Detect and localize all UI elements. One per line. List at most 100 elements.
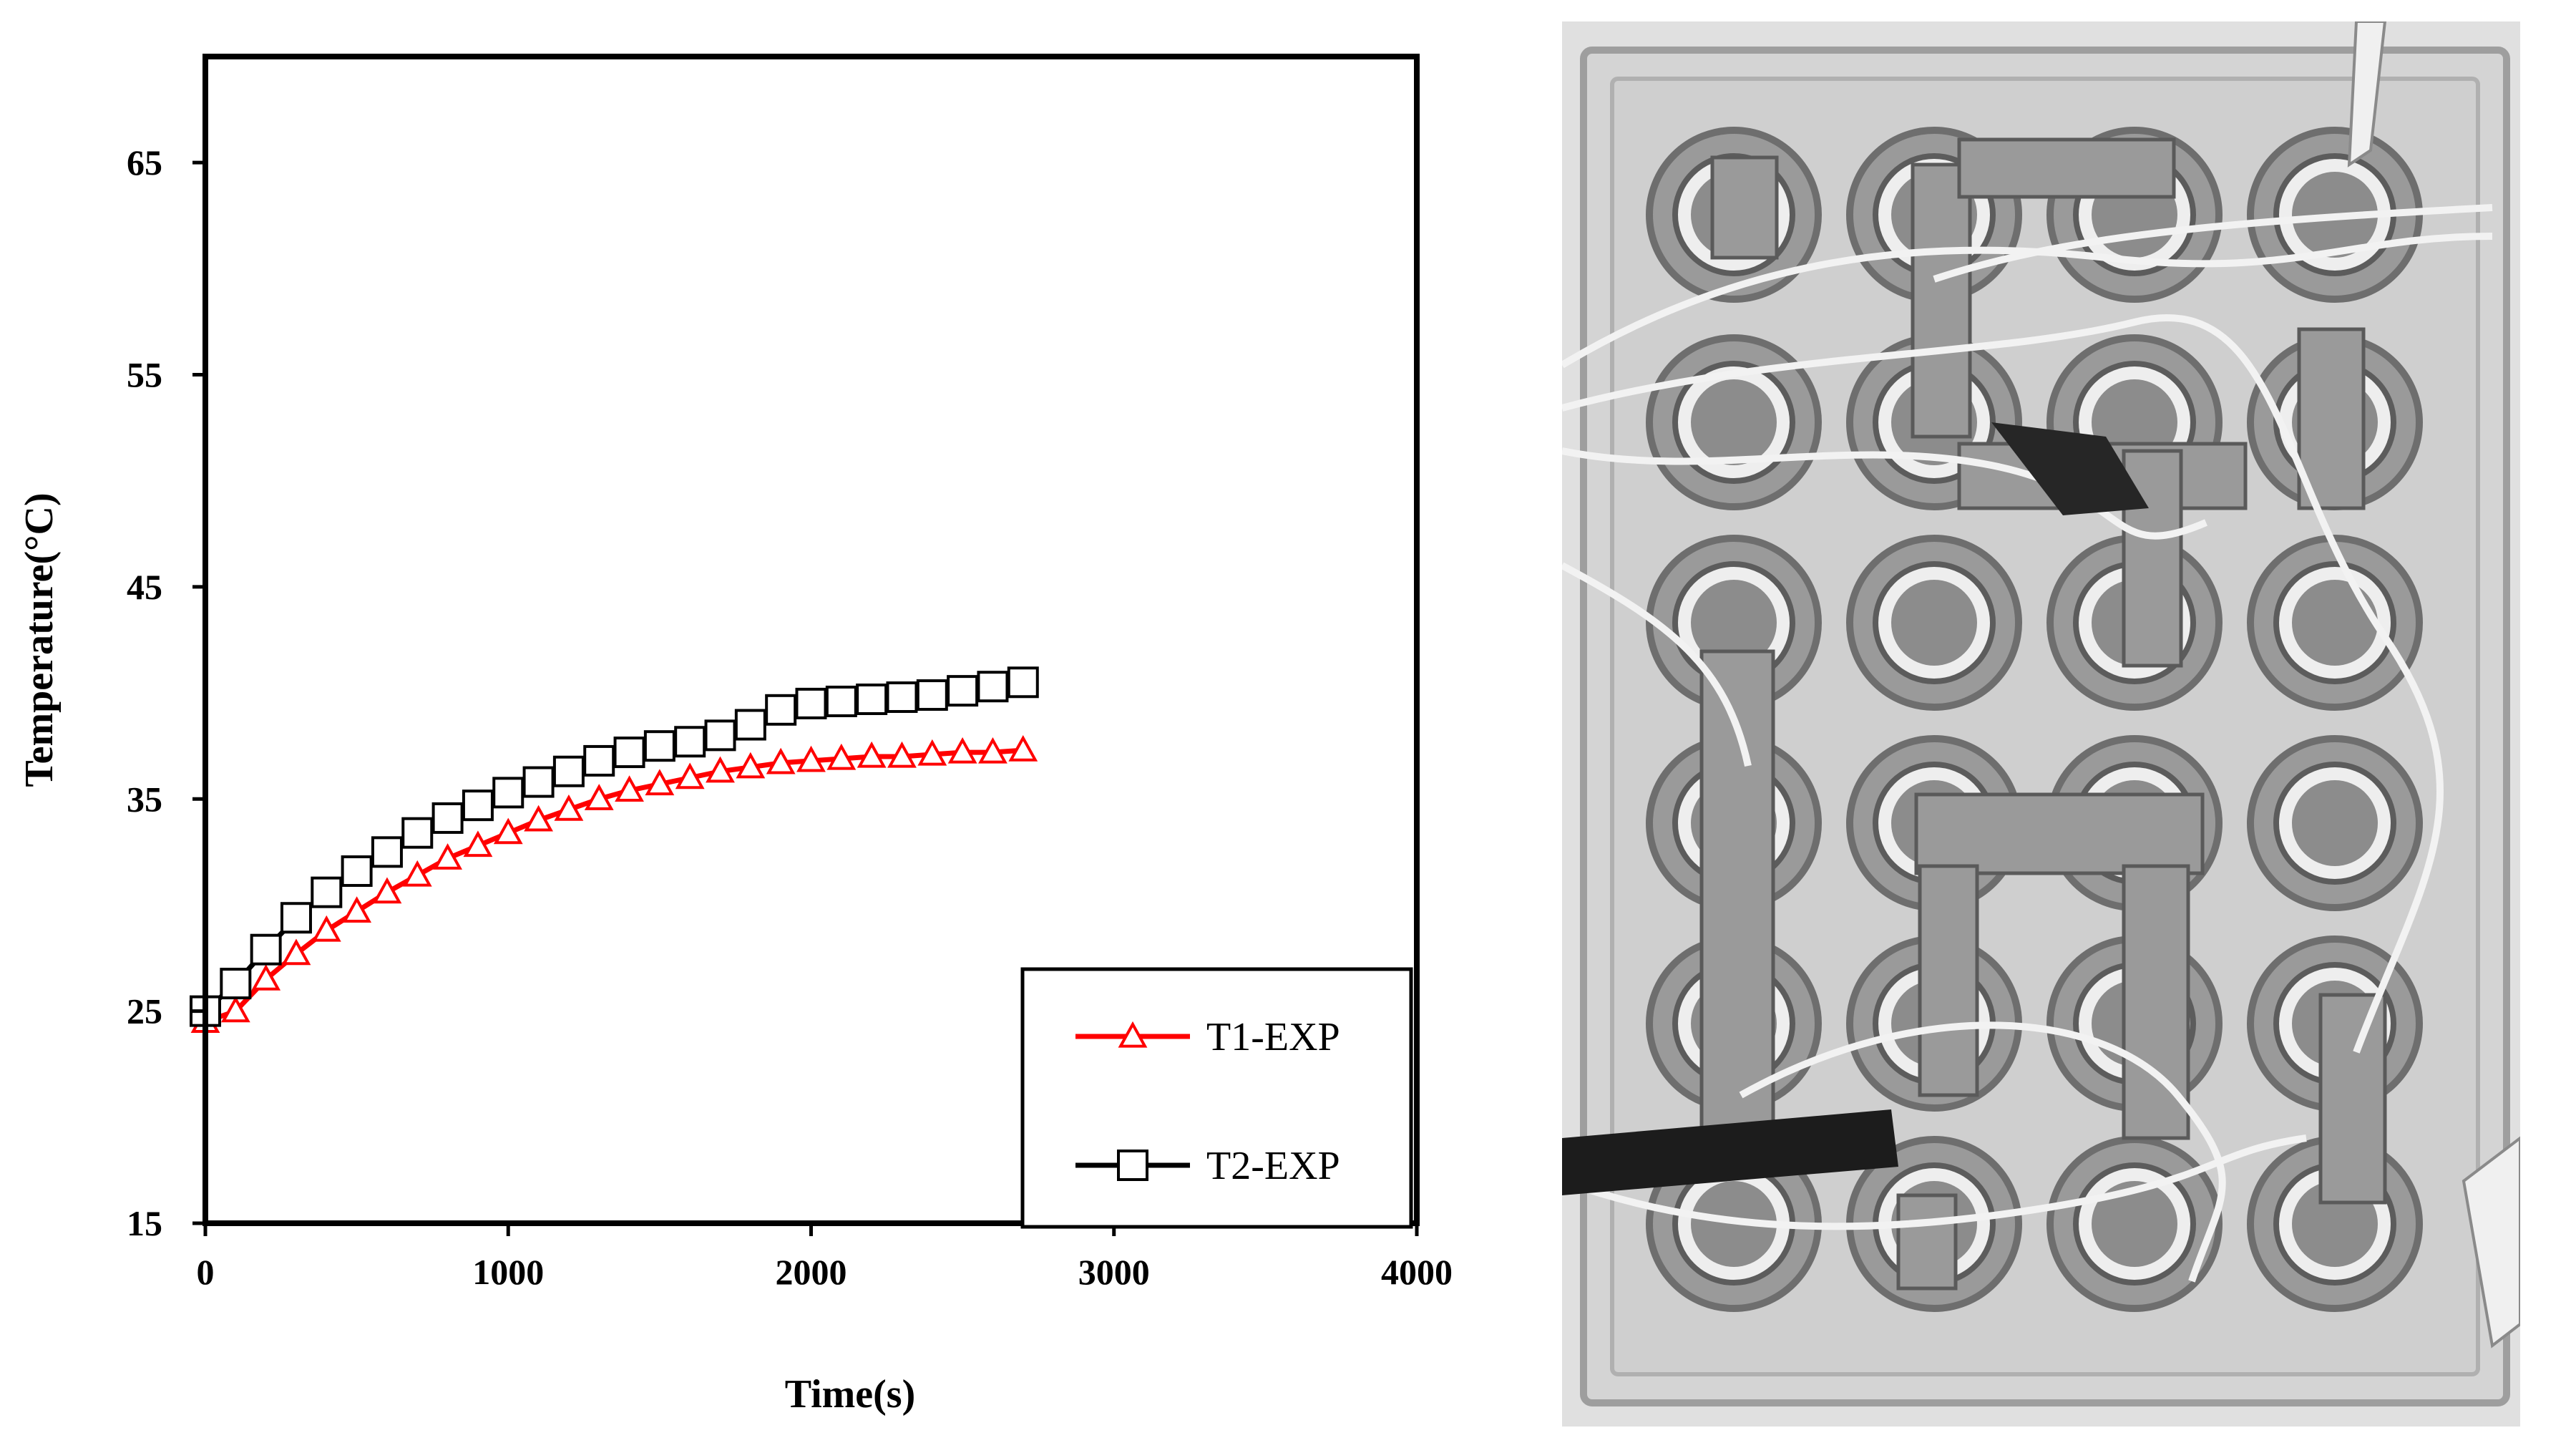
data-point [552,755,585,787]
nickel-strip [1896,1193,1958,1291]
y-tick-label: 55 [127,355,162,395]
nickel-strip [1911,162,1972,439]
x-tick-label: 3000 [1078,1252,1150,1292]
legend-label: T1-EXP [1206,1015,1340,1059]
data-point [947,675,979,707]
white-sleeve [2462,1136,2520,1349]
wire [1562,562,1752,767]
data-point [796,745,826,772]
data-point [766,747,796,774]
cell-terminal [1691,379,1777,465]
cell-terminal [2292,780,2378,866]
white-sleeve [2347,21,2387,167]
battery-cell [2247,535,2423,711]
cell-terminal [2292,580,2378,666]
data-point [645,769,675,796]
wire [1562,233,2493,369]
data-point [613,737,645,769]
y-tick-label: 45 [127,567,162,607]
ticks-layer: 0 1000 2000 3000 4000 15 25 35 45 55 65 [127,142,1453,1292]
data-point [1008,734,1038,762]
data-point [433,843,462,870]
legend-marker [1118,1021,1148,1048]
data-point [917,739,947,766]
data-point [462,789,494,822]
wire [1562,314,2444,1054]
data-point [734,709,766,741]
nickel-strip [1918,864,1979,1097]
battery-cell [2046,1136,2223,1312]
data-point [916,679,948,711]
battery-cell [2247,735,2423,911]
series-layer [190,666,1039,1034]
data-point [402,860,432,887]
data-point [706,756,735,783]
data-point [401,817,434,849]
data-point [281,938,311,966]
series-t2-exp [190,666,1039,1027]
data-point [643,730,675,762]
y-tick-label: 15 [127,1203,162,1243]
data-point [736,752,766,779]
cell-terminal [1691,580,1777,666]
nickel-strip [1710,155,1779,260]
wire [1739,1021,2226,1283]
nickel-strips [1699,137,2387,1291]
thermocouple-wires [1562,204,2493,1283]
battery-cell [1846,535,2022,711]
x-tick-label: 2000 [776,1252,847,1292]
wire [1562,1134,2307,1230]
legend: T1-EXP T2-EXP [1020,967,1413,1229]
x-tick-label: 1000 [472,1252,544,1292]
wire [1933,204,2493,283]
data-point [977,671,1009,703]
data-point [765,694,797,726]
data-point [583,744,615,777]
cell-terminal [1891,580,1977,666]
data-point [857,741,887,768]
data-point [887,741,917,768]
data-point [886,681,918,714]
legend-entries: T1-EXP T2-EXP [1075,1015,1340,1188]
data-point [311,876,343,908]
data-point [372,877,402,904]
data-point [825,685,857,717]
data-point [341,855,373,888]
data-point [524,805,553,832]
black-cable [1562,1109,1898,1195]
data-point [220,968,252,1000]
legend-label: T2-EXP [1206,1144,1340,1188]
data-point [978,737,1008,764]
data-point [280,902,312,934]
data-point [251,964,281,991]
data-point [615,775,644,802]
black-tape [1991,422,2149,515]
data-point [795,687,827,719]
data-point [250,933,282,966]
nickel-strip [2318,993,2387,1205]
data-point [522,766,555,798]
cell-terminal [2092,1181,2177,1267]
data-point [371,836,403,868]
legend-box [1020,967,1413,1229]
battery-module-photo [1562,21,2520,1427]
nickel-strip [1957,137,2176,199]
nickel-strip [1914,792,2205,875]
data-point [492,777,525,809]
y-tick-label: 65 [127,142,162,183]
data-point [826,743,857,770]
x-tick-label: 0 [197,1252,215,1292]
data-point [463,830,493,857]
x-tick-label: 4000 [1381,1252,1453,1292]
series-line [204,747,1024,1024]
legend-marker [1117,1150,1148,1181]
data-point [431,802,464,834]
data-point [493,817,523,845]
data-point [704,719,736,752]
data-point [220,996,250,1023]
data-point [856,683,888,715]
data-point [584,784,614,810]
data-point [554,794,584,821]
data-point [1007,666,1039,699]
